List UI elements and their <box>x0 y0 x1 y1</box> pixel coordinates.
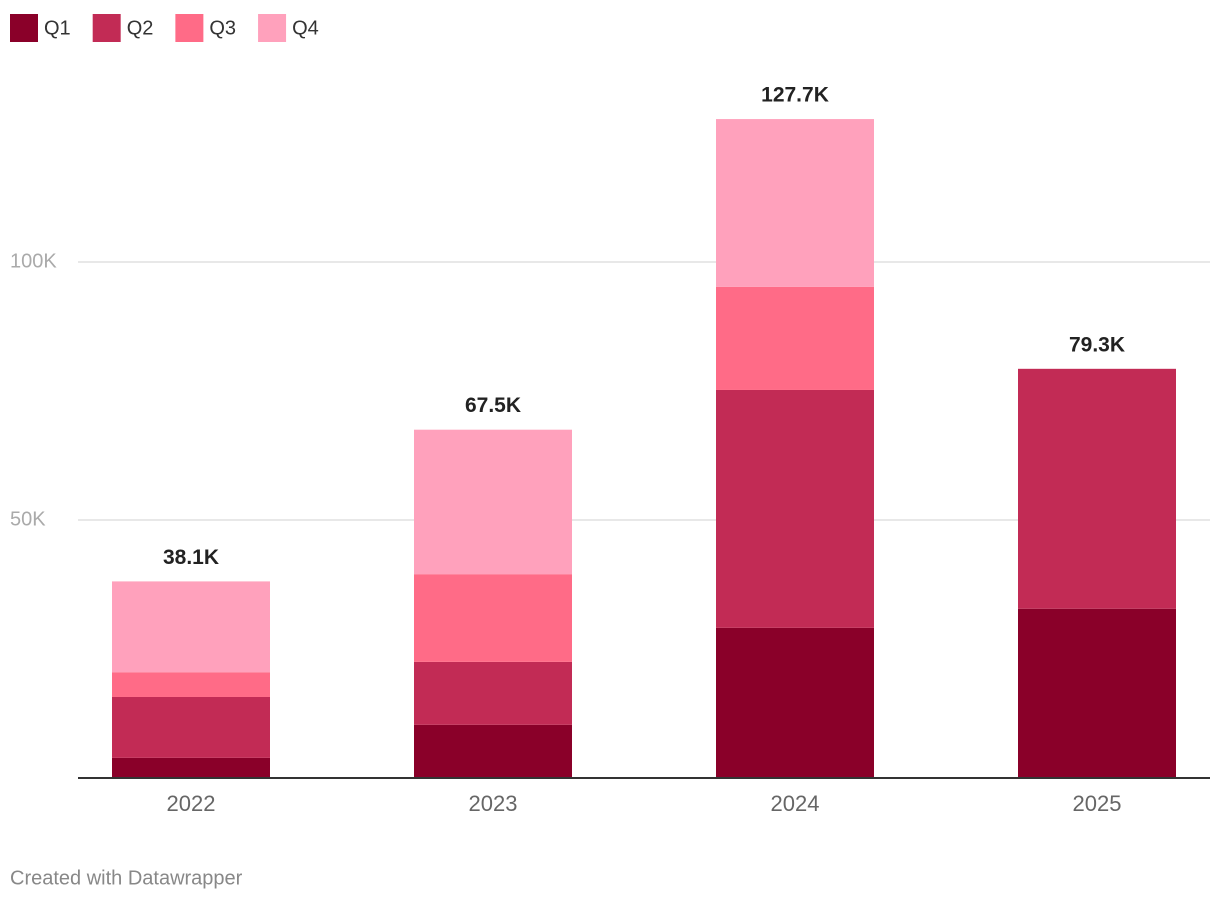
legend-swatch <box>175 14 204 42</box>
total-label: 38.1K <box>163 546 219 569</box>
legend-label: Q4 <box>292 17 319 39</box>
bar-segment <box>414 574 572 662</box>
legend-swatch <box>92 14 121 42</box>
bar-segment <box>112 696 270 758</box>
legend-swatch <box>258 14 287 42</box>
bar-segment <box>1018 368 1176 609</box>
y-tick-label: 100K <box>10 250 57 272</box>
x-tick-label: 2022 <box>167 791 216 816</box>
legend-label: Q3 <box>209 17 236 39</box>
bar-segment <box>1018 608 1176 778</box>
bar-segment <box>414 429 572 575</box>
legend-swatch <box>10 14 38 42</box>
x-tick-label: 2024 <box>771 791 820 816</box>
legend-label: Q2 <box>127 17 154 39</box>
bar-segment <box>112 757 270 778</box>
x-tick-label: 2025 <box>1073 791 1122 816</box>
total-label: 67.5K <box>465 394 521 417</box>
total-label: 79.3K <box>1069 333 1125 356</box>
footer: Created with Datawrapper <box>10 867 243 889</box>
bar-segment <box>414 661 572 725</box>
bar-segment <box>112 672 270 697</box>
bar-segment <box>716 627 874 778</box>
bar-segment <box>716 286 874 390</box>
bar-segment <box>716 119 874 287</box>
bar-segment <box>112 581 270 673</box>
y-tick-label: 50K <box>10 508 46 530</box>
x-tick-label: 2023 <box>469 791 518 816</box>
bar-segment <box>414 724 572 778</box>
legend-label: Q1 <box>44 17 71 39</box>
bar-segment <box>716 389 874 628</box>
total-label: 127.7K <box>761 84 829 107</box>
